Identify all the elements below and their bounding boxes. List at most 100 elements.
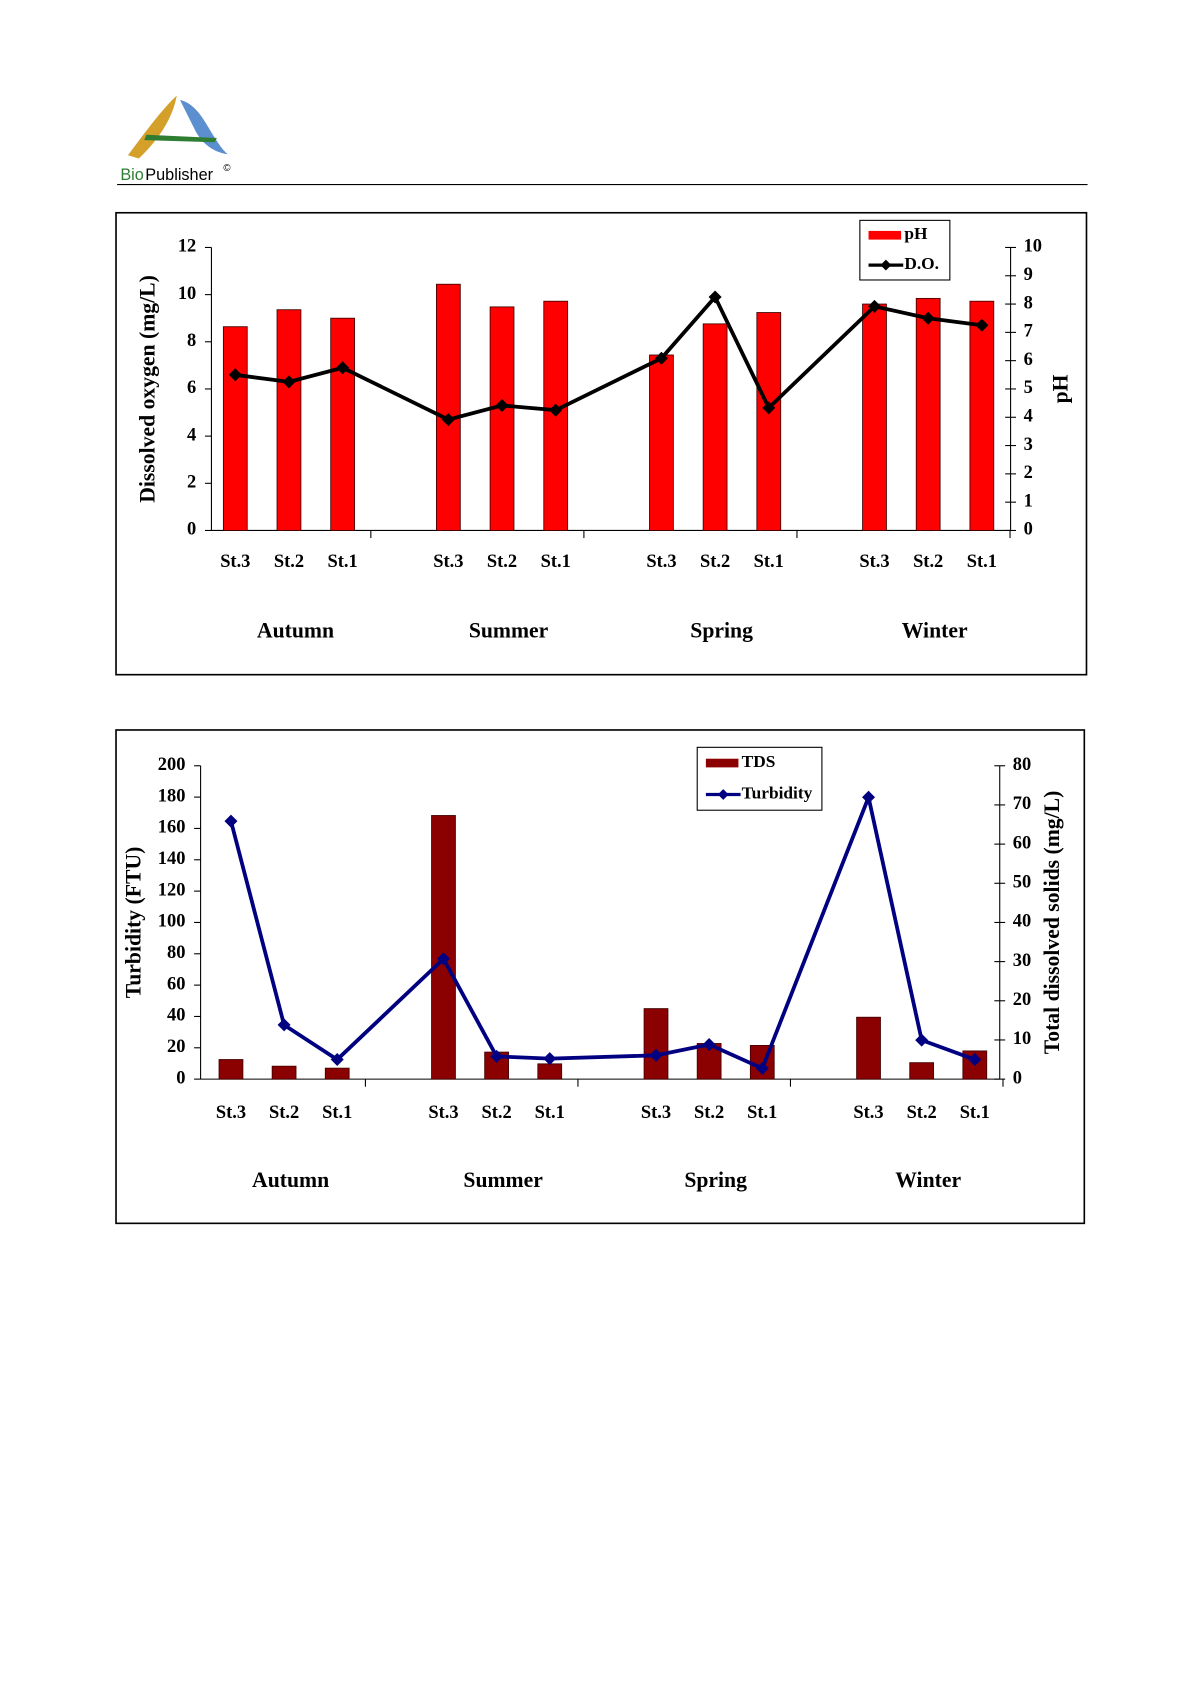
y-tick-label: 180 [158, 785, 186, 805]
y2-tick-label: 60 [1013, 832, 1031, 852]
x-tick-label: St.3 [646, 551, 676, 571]
bar [218, 1059, 244, 1080]
y2-tick-label: 0 [1024, 519, 1033, 539]
x-tick-label: St.3 [220, 551, 250, 571]
marker [915, 1033, 929, 1047]
y2-tick-label: 4 [1024, 405, 1033, 425]
y2-tick-label: 3 [1024, 434, 1033, 454]
y2-tick-label: 0 [1013, 1067, 1022, 1087]
y-tick-label: 200 [158, 754, 186, 774]
x-tick-label: St.2 [913, 551, 943, 571]
y-tick-label: 20 [167, 1036, 185, 1056]
x-tick-label: St.1 [754, 551, 784, 571]
brand-suffix: Publisher [145, 166, 213, 184]
x-tick-label: St.1 [322, 1102, 352, 1122]
bar [537, 1063, 563, 1080]
bar [909, 1062, 935, 1080]
bar [702, 323, 728, 531]
marker [654, 351, 668, 365]
chart-frame [115, 211, 1088, 676]
marker [862, 790, 876, 804]
x-tick-label: St.2 [482, 1102, 512, 1122]
legend-box [859, 219, 951, 281]
bar [489, 306, 515, 531]
group-label: Summer [463, 1168, 543, 1192]
bar [856, 1016, 881, 1080]
y-axis-title: Turbidity (FTU) [122, 847, 146, 999]
y-tick-label: 80 [167, 942, 185, 962]
y-tick-label: 120 [158, 879, 186, 899]
marker [968, 1053, 982, 1067]
line [235, 293, 983, 422]
x-tick-label: St.2 [907, 1102, 937, 1122]
brand-mark: © [223, 163, 231, 174]
x-tick-label: St.1 [541, 551, 571, 571]
y-tick-label: 140 [158, 848, 186, 868]
y2-tick-label: 9 [1024, 264, 1033, 284]
y2-tick-label: 6 [1024, 349, 1033, 369]
x-tick-label: St.1 [535, 1102, 565, 1122]
legend-label: Turbidity [742, 783, 813, 802]
x-tick-label: St.3 [433, 551, 463, 571]
y-tick-label: 160 [158, 817, 186, 837]
y2-tick-label: 50 [1013, 872, 1031, 892]
x-tick-label: St.2 [487, 551, 517, 571]
y-tick-label: 10 [178, 283, 196, 303]
x-tick-label: St.3 [853, 1102, 883, 1122]
y2-tick-label: 1 [1024, 490, 1033, 510]
group-label: Spring [690, 618, 753, 642]
bar [330, 317, 356, 531]
y-axis-title: Dissolved oxygen (mg/L) [136, 275, 160, 503]
x-tick-label: St.1 [960, 1102, 990, 1122]
bar [643, 1008, 669, 1080]
bar [222, 326, 248, 531]
group-label: Winter [902, 618, 968, 642]
x-tick-label: St.3 [428, 1102, 458, 1122]
y2-axis-title: pH [1049, 374, 1073, 403]
bar [431, 815, 456, 1080]
marker [436, 952, 450, 966]
y2-tick-label: 5 [1024, 377, 1033, 397]
y2-tick-label: 80 [1013, 754, 1031, 774]
x-tick-label: St.2 [269, 1102, 299, 1122]
bar [969, 300, 995, 531]
y-tick-label: 0 [176, 1067, 185, 1087]
y2-tick-label: 30 [1013, 950, 1031, 970]
bar [862, 303, 887, 531]
brand-prefix: Bio [120, 166, 143, 184]
y2-tick-label: 20 [1013, 989, 1031, 1009]
y-tick-label: 12 [178, 236, 196, 256]
x-tick-label: St.2 [274, 551, 304, 571]
y2-tick-label: 8 [1024, 292, 1033, 312]
marker [867, 299, 882, 313]
group-label: Autumn [257, 618, 334, 642]
logo-shape [127, 95, 177, 159]
group-label: Winter [895, 1168, 961, 1192]
y2-tick-label: 40 [1013, 911, 1031, 931]
bar [276, 309, 302, 531]
legend-swatch [880, 259, 892, 271]
legend-box [696, 746, 823, 811]
y-tick-label: 6 [187, 377, 196, 397]
bar [756, 312, 782, 531]
y-tick-label: 4 [187, 424, 196, 444]
marker [495, 398, 509, 412]
y2-tick-label: 7 [1024, 321, 1033, 341]
x-tick-label: St.1 [328, 551, 358, 571]
x-tick-label: St.1 [747, 1102, 777, 1122]
bar [436, 283, 461, 531]
bar [915, 297, 941, 531]
y-tick-label: 2 [187, 472, 196, 492]
marker [330, 1053, 344, 1067]
bar [324, 1067, 350, 1080]
group-label: Autumn [252, 1168, 329, 1192]
x-tick-label: St.3 [859, 551, 889, 571]
y2-tick-label: 2 [1024, 462, 1033, 482]
y2-tick-label: 70 [1013, 793, 1031, 813]
y-tick-label: 8 [187, 330, 196, 350]
logo-shape [144, 134, 217, 143]
marker [224, 814, 238, 828]
y-tick-label: 100 [158, 911, 186, 931]
logo: Bio Publisher © [120, 95, 231, 184]
